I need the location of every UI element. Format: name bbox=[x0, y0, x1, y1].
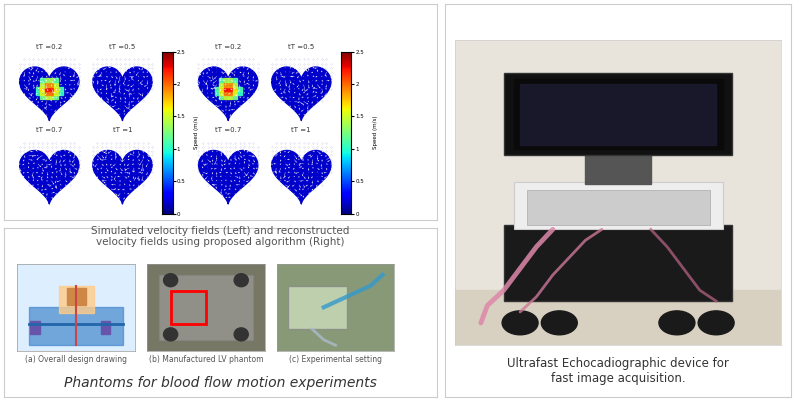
Y-axis label: Speed (m/s): Speed (m/s) bbox=[194, 116, 199, 150]
Text: tT =0.5: tT =0.5 bbox=[109, 44, 136, 50]
Text: (b) Manufactured LV phantom: (b) Manufactured LV phantom bbox=[149, 355, 263, 364]
Circle shape bbox=[541, 311, 577, 335]
Bar bbox=[504, 73, 732, 156]
Polygon shape bbox=[93, 150, 152, 204]
Text: Phantoms for blood flow motion experiments: Phantoms for blood flow motion experimen… bbox=[64, 376, 377, 390]
Circle shape bbox=[659, 311, 695, 335]
Polygon shape bbox=[20, 150, 79, 204]
Polygon shape bbox=[272, 150, 331, 204]
Circle shape bbox=[164, 274, 177, 287]
Bar bbox=[514, 182, 723, 229]
Circle shape bbox=[235, 274, 248, 287]
Bar bbox=[504, 225, 732, 301]
Bar bbox=[526, 190, 710, 225]
Bar bbox=[514, 79, 723, 149]
Bar bbox=[455, 290, 781, 345]
Circle shape bbox=[698, 311, 734, 335]
Bar bbox=[171, 291, 206, 324]
Text: tT =0.2: tT =0.2 bbox=[215, 44, 242, 50]
Bar bbox=[30, 321, 40, 334]
Text: tT =1: tT =1 bbox=[113, 127, 132, 133]
Text: Ultrafast Echocadiographic device for
fast image acquisition.: Ultrafast Echocadiographic device for fa… bbox=[507, 357, 729, 385]
Polygon shape bbox=[199, 67, 258, 120]
Circle shape bbox=[502, 311, 538, 335]
Y-axis label: Speed (m/s): Speed (m/s) bbox=[373, 116, 378, 150]
Bar bbox=[67, 288, 86, 305]
Bar bbox=[59, 286, 94, 313]
Bar bbox=[520, 84, 716, 145]
Text: tT =0.5: tT =0.5 bbox=[288, 44, 315, 50]
Bar bbox=[159, 275, 253, 340]
Polygon shape bbox=[199, 150, 258, 204]
Text: (c) Experimental setting: (c) Experimental setting bbox=[289, 355, 382, 364]
Bar bbox=[29, 307, 123, 345]
Text: tT =1: tT =1 bbox=[292, 127, 311, 133]
Circle shape bbox=[235, 328, 248, 341]
Polygon shape bbox=[272, 67, 331, 120]
Text: Simulated velocity fields (Left) and reconstructed
velocity fields using propose: Simulated velocity fields (Left) and rec… bbox=[91, 226, 350, 247]
Bar bbox=[289, 286, 347, 329]
Bar bbox=[101, 321, 111, 334]
Bar bbox=[585, 151, 651, 184]
Polygon shape bbox=[93, 67, 152, 120]
Text: tT =0.7: tT =0.7 bbox=[36, 127, 63, 133]
Text: tT =0.7: tT =0.7 bbox=[215, 127, 242, 133]
Text: tT =0.2: tT =0.2 bbox=[36, 44, 63, 50]
Polygon shape bbox=[20, 67, 79, 120]
Text: (a) Overall design drawing: (a) Overall design drawing bbox=[25, 355, 127, 364]
Circle shape bbox=[164, 328, 177, 341]
